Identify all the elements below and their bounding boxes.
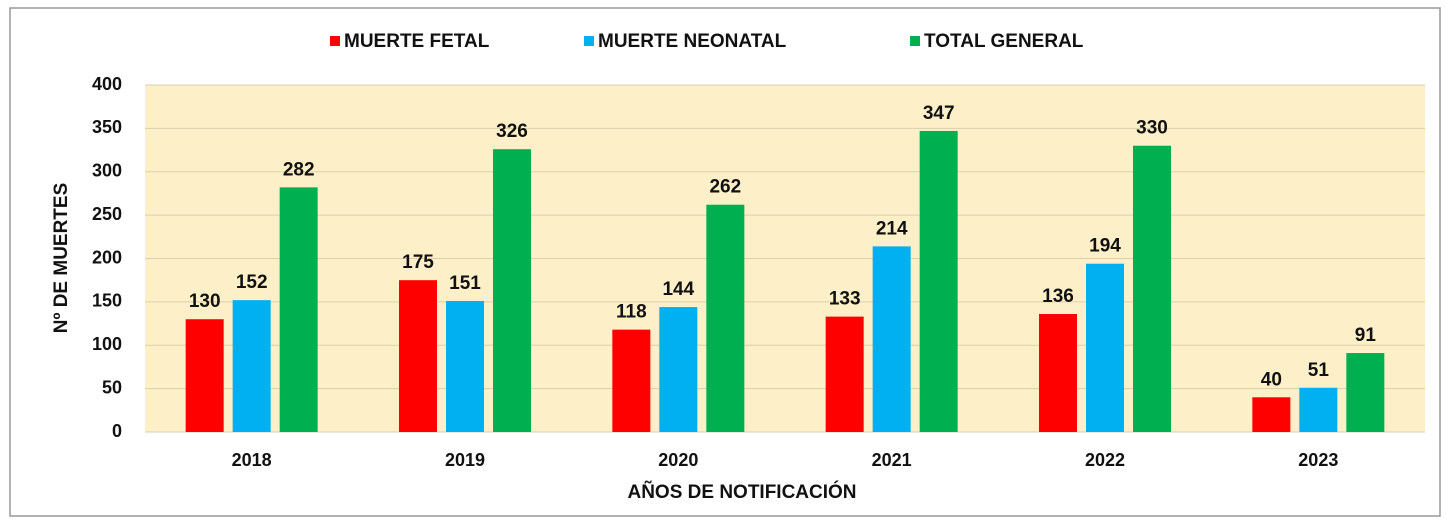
- bar: [1133, 145, 1171, 432]
- legend-swatch: [910, 36, 920, 46]
- legend-label: MUERTE NEONATAL: [598, 31, 787, 52]
- data-label: 130: [189, 291, 221, 312]
- data-label: 175: [402, 252, 434, 273]
- data-label: 51: [1308, 360, 1330, 381]
- data-label: 282: [283, 159, 315, 180]
- data-label: 144: [662, 279, 694, 300]
- y-tick-label: 300: [92, 161, 122, 181]
- data-label: 347: [923, 103, 955, 124]
- data-label: 194: [1089, 236, 1121, 257]
- legend-label: MUERTE FETAL: [344, 31, 490, 52]
- data-label: 326: [496, 121, 528, 142]
- data-label: 151: [449, 273, 481, 294]
- bar: [1252, 397, 1291, 432]
- bar: [825, 316, 864, 432]
- y-tick-label: 350: [92, 117, 122, 137]
- x-tick-label: 2019: [445, 450, 485, 470]
- bar: [1039, 314, 1077, 432]
- y-tick-label: 50: [102, 377, 122, 397]
- y-tick-label: 250: [92, 204, 122, 224]
- x-tick-label: 2021: [872, 450, 912, 470]
- bar: [659, 307, 698, 432]
- y-tick-label: 100: [92, 334, 122, 354]
- legend-swatch: [584, 36, 594, 46]
- x-tick-label: 2020: [658, 450, 698, 470]
- bar: [919, 130, 958, 433]
- bar: [872, 246, 911, 432]
- data-label: 118: [616, 302, 647, 323]
- x-tick-label: 2022: [1085, 450, 1125, 470]
- data-label: 133: [829, 289, 861, 310]
- x-tick-label: 2018: [232, 450, 272, 470]
- bar: [706, 204, 745, 432]
- bar: [446, 301, 484, 432]
- bar: [1299, 387, 1338, 432]
- y-tick-label: 400: [92, 74, 122, 94]
- bar: [279, 187, 318, 432]
- bar: [232, 300, 271, 432]
- bar: [185, 319, 224, 432]
- y-tick-label: 150: [92, 291, 122, 311]
- bar: [1086, 263, 1124, 432]
- legend-label: TOTAL GENERAL: [924, 31, 1084, 52]
- data-label: 40: [1261, 369, 1282, 390]
- legend-swatch: [330, 36, 340, 46]
- bar: [612, 329, 651, 432]
- data-label: 214: [876, 218, 908, 239]
- bar: [1346, 353, 1385, 432]
- data-label: 136: [1042, 286, 1074, 307]
- bar: [399, 280, 437, 432]
- data-label: 152: [236, 272, 268, 293]
- data-label: 91: [1355, 325, 1377, 346]
- x-axis-title: AÑOS DE NOTIFICACIÓN: [627, 481, 856, 503]
- y-tick-label: 200: [92, 247, 122, 267]
- bar: [493, 149, 531, 432]
- x-tick-label: 2023: [1298, 450, 1338, 470]
- y-tick-label: 0: [112, 421, 122, 441]
- data-label: 330: [1136, 118, 1168, 139]
- data-label: 262: [709, 177, 741, 198]
- y-axis-title: Nº DE MUERTES: [51, 183, 72, 334]
